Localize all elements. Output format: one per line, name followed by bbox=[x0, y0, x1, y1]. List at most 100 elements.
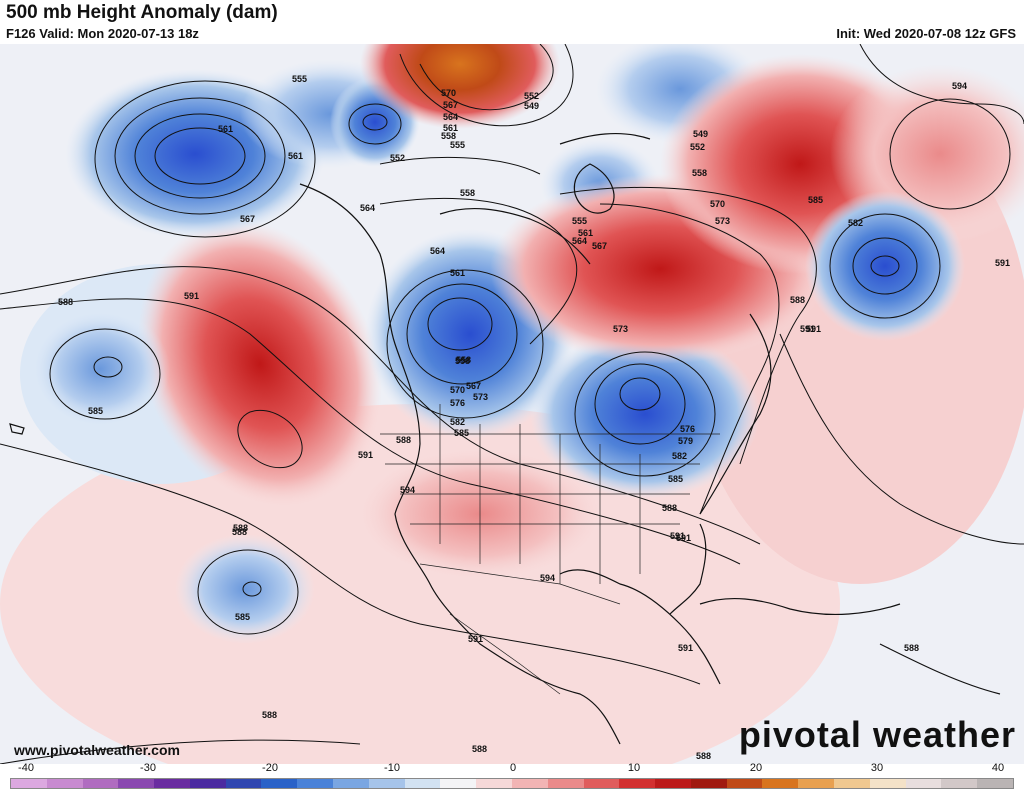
colorbar-tick: -30 bbox=[140, 762, 156, 774]
colorbar-swatch bbox=[726, 779, 763, 788]
subtropical-pacific-low-anomaly bbox=[175, 534, 315, 644]
colorbar-swatch bbox=[261, 779, 298, 788]
contour-label: 591 bbox=[358, 450, 373, 460]
contour-label: 576 bbox=[450, 398, 465, 408]
contour-label: 585 bbox=[808, 195, 823, 205]
colorbar-swatch bbox=[11, 779, 47, 788]
contour-label: 588 bbox=[696, 751, 711, 761]
contour-label: 561 bbox=[578, 228, 593, 238]
contour-label: 591 bbox=[676, 533, 691, 543]
site-url[interactable]: www.pivotalweather.com bbox=[14, 742, 180, 758]
contour-label: 549 bbox=[693, 129, 708, 139]
init-time: Init: Wed 2020-07-08 12z GFS bbox=[836, 26, 1016, 41]
contour-label: 588 bbox=[58, 297, 73, 307]
contour-label: 591 bbox=[678, 643, 693, 653]
colorbar-swatch bbox=[833, 779, 870, 788]
contour-label: 594 bbox=[540, 573, 555, 583]
colorbar-tick: 0 bbox=[509, 762, 517, 774]
hawaii-low-anomaly bbox=[30, 309, 170, 429]
map-canvas: 555 561 561 567 552 570 567 564 561 558 … bbox=[0, 44, 1024, 764]
colorbar-swatch bbox=[511, 779, 548, 788]
contour-label: 570 bbox=[441, 88, 456, 98]
colorbar-swatch bbox=[82, 779, 119, 788]
colorbar-tick: 40 bbox=[991, 762, 1005, 774]
contour-labels: 555 561 561 567 552 570 567 564 561 558 … bbox=[58, 74, 1010, 761]
weather-map: 555 561 561 567 552 570 567 564 561 558 … bbox=[0, 44, 1024, 764]
colorbar-swatch bbox=[118, 779, 155, 788]
contour-label: 591 bbox=[800, 324, 815, 334]
contour-label: 588 bbox=[396, 435, 411, 445]
contour-label: 561 bbox=[288, 151, 303, 161]
coastlines bbox=[9, 132, 1001, 745]
colorbar-swatch bbox=[154, 779, 190, 788]
contour-label: 555 bbox=[572, 216, 587, 226]
colorbar-tick: -10 bbox=[384, 762, 400, 774]
colorbar bbox=[10, 778, 1014, 789]
contour-label: 567 bbox=[443, 100, 458, 110]
contour-label: 588 bbox=[904, 643, 919, 653]
colorbar-swatch bbox=[189, 779, 226, 788]
colorbar-swatch bbox=[476, 779, 512, 788]
contour-label: 576 bbox=[680, 424, 695, 434]
contour-label: 552 bbox=[390, 153, 405, 163]
colorbar-swatch bbox=[655, 779, 691, 788]
contour-label: 558 bbox=[692, 168, 707, 178]
contour-label: 588 bbox=[233, 523, 248, 533]
contour-label: 591 bbox=[184, 291, 199, 301]
colorbar-swatch bbox=[977, 779, 1013, 788]
colorbar-swatch bbox=[869, 779, 906, 788]
contour-label: 561 bbox=[218, 124, 233, 134]
colorbar-swatch bbox=[798, 779, 834, 788]
contour-label: 588 bbox=[662, 503, 677, 513]
contour-label: 588 bbox=[232, 527, 247, 537]
contour-label: 558 bbox=[441, 131, 456, 141]
contour-label: 591 bbox=[670, 531, 685, 541]
contour-label: 582 bbox=[848, 218, 863, 228]
gulf-of-alaska-ridge-anomaly bbox=[138, 219, 382, 509]
colorbar-swatch bbox=[941, 779, 978, 788]
contour-label: 564 bbox=[443, 112, 458, 122]
height-contours bbox=[0, 44, 1024, 764]
contour-label: 588 bbox=[472, 744, 487, 754]
contour-label: 567 bbox=[466, 381, 481, 391]
contour-label: 585 bbox=[88, 406, 103, 416]
colorbar-swatch bbox=[368, 779, 405, 788]
colorbar-tick: 30 bbox=[870, 762, 884, 774]
map-title: 500 mb Height Anomaly (dam) bbox=[6, 2, 278, 23]
contour-label: 555 bbox=[292, 74, 307, 84]
great-lakes-low-anomaly bbox=[530, 329, 760, 499]
colorbar-swatch bbox=[225, 779, 262, 788]
contour-label: 588 bbox=[262, 710, 277, 720]
contour-label: 567 bbox=[240, 214, 255, 224]
contour-label: 591 bbox=[806, 324, 821, 334]
contour-label: 588 bbox=[790, 295, 805, 305]
colorbar-tick-labels: -40 -30 -20 -10 0 10 20 30 40 bbox=[0, 762, 1024, 776]
atlantic-low-anomaly bbox=[805, 191, 965, 341]
contour-label: 555 bbox=[450, 140, 465, 150]
contour-label: 573 bbox=[613, 324, 628, 334]
arctic-high-anomaly bbox=[360, 44, 560, 129]
contour-label: 558 bbox=[456, 355, 471, 365]
contour-label: 570 bbox=[450, 385, 465, 395]
colorbar-swatch bbox=[333, 779, 369, 788]
contour-label: 552 bbox=[690, 142, 705, 152]
contour-label: 561 bbox=[450, 268, 465, 278]
colorbar-tick: -40 bbox=[18, 762, 34, 774]
pivotal-weather-logo: pivotal weather bbox=[738, 714, 1016, 755]
contour-label: 552 bbox=[524, 91, 539, 101]
contour-label: 585 bbox=[454, 428, 469, 438]
contour-label: 558 bbox=[455, 356, 470, 366]
colorbar-swatch bbox=[690, 779, 727, 788]
valid-time: F126 Valid: Mon 2020-07-13 18z bbox=[6, 26, 199, 41]
colorbar-swatch bbox=[297, 779, 334, 788]
colorbar-tick: 20 bbox=[749, 762, 763, 774]
colorbar-swatch bbox=[762, 779, 799, 788]
colorbar-swatch bbox=[547, 779, 584, 788]
contour-label: 567 bbox=[592, 241, 607, 251]
contour-label: 558 bbox=[460, 188, 475, 198]
contour-label: 591 bbox=[995, 258, 1010, 268]
state-borders bbox=[380, 404, 720, 695]
colorbar-swatch bbox=[440, 779, 477, 788]
contour-label: 594 bbox=[400, 485, 415, 495]
contour-label: 561 bbox=[443, 123, 458, 133]
